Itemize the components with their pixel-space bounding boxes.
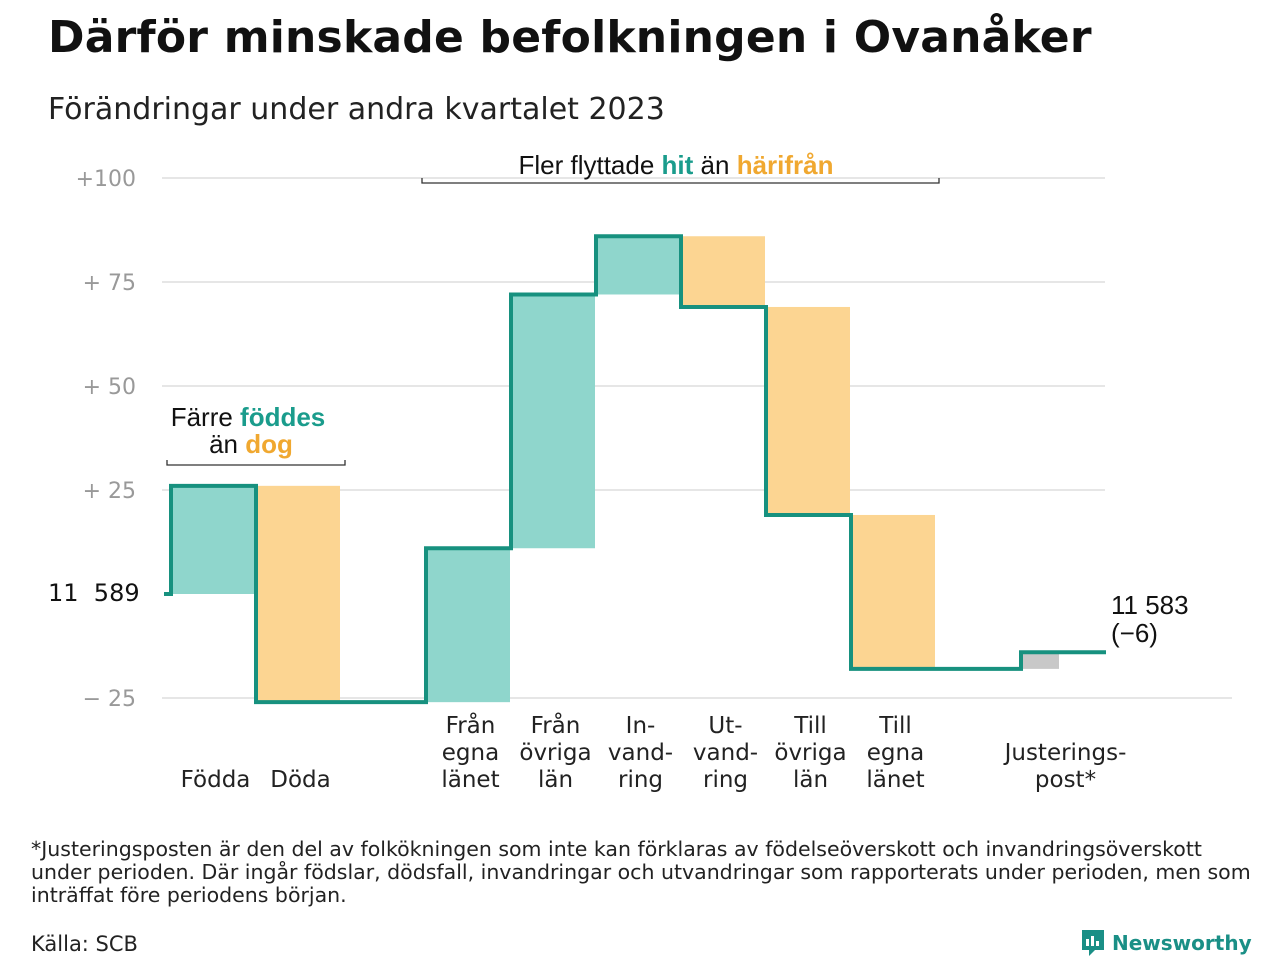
x-tick-label: Till — [878, 713, 912, 739]
x-tick-label: Justerings- — [1003, 740, 1127, 766]
x-tick-label: vand- — [693, 740, 758, 766]
x-tick-label: In- — [626, 713, 656, 739]
x-axis-labels: Födda DödaFrånegnalänetFrånövrigalänIn-va… — [181, 711, 1127, 793]
bar — [426, 548, 510, 703]
cumulative-step-line — [164, 234, 1106, 705]
y-tick-label: + 50 — [83, 375, 136, 400]
annotation-text: än — [209, 429, 245, 459]
y-tick-label: + 25 — [83, 479, 136, 504]
annotation-text: Färre — [171, 402, 240, 432]
x-tick-label: post* — [1035, 767, 1096, 793]
source-label: Källa: SCB — [31, 932, 138, 956]
annotation-bracket — [421, 178, 940, 184]
x-tick-label: egna — [867, 740, 924, 766]
x-tick-label: Födda — [181, 767, 251, 793]
x-tick-label: vand- — [608, 740, 673, 766]
start-value-label: 11 589 — [48, 579, 140, 607]
brand-logo: Newsworthy — [1080, 928, 1252, 958]
svg-text:Fler flyttade hit än härifrån: Fler flyttade hit än härifrån — [518, 150, 833, 180]
x-tick-label: Till — [793, 713, 827, 739]
newsworthy-logo-icon — [1082, 930, 1104, 956]
x-tick-label: Döda — [270, 767, 330, 793]
y-tick-label: − 25 — [83, 687, 136, 712]
annotation-hit-word: föddes — [240, 402, 325, 432]
end-change-label: (−6) — [1111, 618, 1158, 648]
x-tick-label: länet — [441, 767, 499, 793]
y-axis-ticks: +100 + 75 + 50 + 25 − 25 — [76, 167, 136, 712]
births-deaths-annotation: Färre föddes än dog — [166, 402, 346, 466]
x-tick-label: län — [793, 767, 828, 793]
x-tick-label: övriga — [774, 740, 846, 766]
x-tick-label: län — [538, 767, 573, 793]
waterfall-chart: +100+ 75+ 50+ 25− 25 Födda DödaFrånegnalä… — [48, 150, 1232, 793]
bar — [681, 236, 765, 307]
bar — [256, 485, 340, 703]
brand-name: Newsworthy — [1112, 931, 1252, 955]
x-tick-label: Ut- — [708, 713, 742, 739]
x-tick-label: övriga — [519, 740, 591, 766]
y-tick-label: + 75 — [83, 271, 136, 296]
bar — [596, 236, 680, 295]
svg-text:än dog: än dog — [209, 429, 293, 459]
bar — [1023, 652, 1059, 669]
chart-subtitle: Förändringar under andra kvartalet 2023 — [48, 92, 665, 127]
chart-title: Därför minskade befolkningen i Ovanåker — [48, 12, 1092, 63]
bar — [766, 306, 850, 515]
bars — [171, 236, 1059, 703]
end-value-label: 11 583 — [1111, 590, 1189, 620]
annotation-text: Fler flyttade — [518, 150, 661, 180]
x-tick-label: Från — [531, 711, 581, 739]
annotation-bracket — [166, 460, 346, 466]
x-tick-label: länet — [866, 767, 924, 793]
annotation-away-word: dog — [245, 429, 293, 459]
annotation-hit-word: hit — [662, 150, 694, 180]
x-tick-label: ring — [703, 767, 748, 793]
x-tick-label: egna — [442, 740, 499, 766]
x-tick-label: Från — [446, 711, 496, 739]
migration-annotation: Fler flyttade hit än härifrån — [421, 150, 940, 184]
annotation-text: än — [693, 150, 736, 180]
bar — [511, 294, 595, 549]
annotation-away-word: härifrån — [737, 150, 834, 180]
y-tick-label: +100 — [76, 167, 136, 192]
bar — [851, 514, 935, 669]
svg-text:Färre föddes: Färre föddes — [171, 402, 326, 432]
x-tick-label: ring — [618, 767, 663, 793]
bar — [171, 485, 255, 594]
footnote: *Justeringsposten är den del av folkökni… — [31, 837, 1251, 907]
